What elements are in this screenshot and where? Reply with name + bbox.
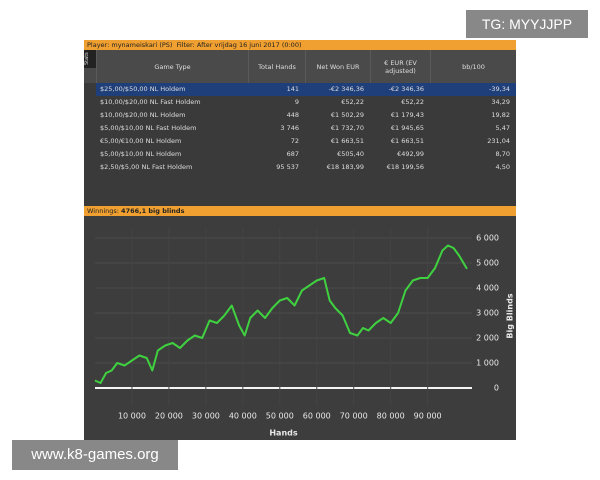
column-header[interactable]: Game Type <box>96 50 248 83</box>
table-cell: €5,00/€10,00 NL Holdem <box>100 137 182 145</box>
table-cell: $2,50/$5,00 NL Fast Holdem <box>100 163 193 171</box>
table-cell: 8,70 <box>495 150 510 158</box>
column-header[interactable]: bb/100 <box>430 50 516 83</box>
table-cell: -€2 346,36 <box>388 85 424 93</box>
table-cell: 19,82 <box>491 111 510 119</box>
table-cell: $5,00/$10,00 NL Holdem <box>100 150 182 158</box>
y-axis-label: Big Blinds <box>506 293 515 338</box>
column-header[interactable]: Net Won EUR <box>305 50 370 83</box>
x-tick-label: 80 000 <box>377 412 405 421</box>
x-tick-label: 60 000 <box>303 412 331 421</box>
y-tick-label: 3 000 <box>476 309 499 318</box>
x-tick-label: 50 000 <box>266 412 294 421</box>
table-cell: $10,00/$20,00 NL Holdem <box>100 111 186 119</box>
table-cell: -€2 346,36 <box>328 85 364 93</box>
player: Player: mynameiskari (PS) <box>87 41 173 49</box>
x-axis-label: Hands <box>269 429 298 438</box>
table-row[interactable]: $2,50/$5,00 NL Fast Holdem 95 537 €18 183,… <box>96 161 516 174</box>
table-cell: €1 502,29 <box>330 111 364 119</box>
chart-bg <box>84 216 516 440</box>
table-cell: €1 663,51 <box>390 137 424 145</box>
chart: 0 1 000 2 000 3 000 4 000 5 000 6 000 10 000 20 … <box>84 216 516 440</box>
x-tick-label: 40 000 <box>229 412 257 421</box>
table-cell: 95 537 <box>276 163 299 171</box>
y-tick-label: 4 000 <box>476 284 499 293</box>
table-cell: €52,22 <box>341 98 364 106</box>
y-tick-label: 0 <box>494 384 499 393</box>
y-tick-label: 5 000 <box>476 259 499 268</box>
table-cell: 3 746 <box>280 124 299 132</box>
column-header[interactable]: Total Hands <box>248 50 305 83</box>
winnings-value: 4766,1 big blinds <box>121 207 185 215</box>
filter: Filter: After vrijdag 16 juni 2017 (0:00… <box>176 41 302 49</box>
table-cell: €1 732,70 <box>330 124 364 132</box>
x-tick-label: 20 000 <box>155 412 183 421</box>
table-cell: -39,34 <box>489 85 510 93</box>
watermark: www.k8-games.org <box>12 440 178 470</box>
table-cell: 448 <box>286 111 299 119</box>
winnings-bar: Winnings: 4766,1 big blinds <box>84 206 516 216</box>
table-cell: 72 <box>290 137 299 145</box>
table-cell: $5,00/$10,00 NL Fast Holdem <box>100 124 197 132</box>
y-tick-label: 2 000 <box>476 334 499 343</box>
table-cell: €18 183,99 <box>326 163 364 171</box>
table-cell: €1 179,43 <box>390 111 424 119</box>
y-tick-label: 6 000 <box>476 234 499 243</box>
table-cell: €505,40 <box>337 150 364 158</box>
winnings-label: Winnings: <box>87 207 119 215</box>
table-cell: €52,22 <box>401 98 424 106</box>
table-cell: 9 <box>294 98 299 106</box>
table-cell: 231,04 <box>487 137 510 145</box>
table-row[interactable]: $10,00/$20,00 NL Fast Holdem 9 €52,22 €52,2… <box>96 96 516 109</box>
table-cell: 141 <box>286 85 299 93</box>
table-cell: 34,29 <box>491 98 510 106</box>
table-header: Stats Game Type Total Hands Net Won EUR € E… <box>84 50 516 83</box>
table-row[interactable]: $25,00/$50,00 NL Holdem 141 -€2 346,36 -€2 … <box>96 83 516 96</box>
table-row[interactable]: $5,00/$10,00 NL Holdem 687 €505,40 €492,99 8… <box>96 148 516 161</box>
filter-bar: Player: mynameiskari (PS) Filter: After … <box>84 40 516 50</box>
tracker-window: Player: mynameiskari (PS) Filter: After … <box>84 40 516 440</box>
stats-tab[interactable]: Stats <box>84 50 96 68</box>
table-row[interactable]: $10,00/$20,00 NL Holdem 448 €1 502,29 €1 17… <box>96 109 516 122</box>
x-tick-label: 10 000 <box>118 412 146 421</box>
watermark: TG: MYYJJPP <box>466 10 588 38</box>
table-cell: €1 945,65 <box>390 124 424 132</box>
table-row[interactable]: €5,00/€10,00 NL Holdem 72 €1 663,51 €1 663,… <box>96 135 516 148</box>
table-cell: $25,00/$50,00 NL Holdem <box>100 85 186 93</box>
table-cell: €1 663,51 <box>330 137 364 145</box>
table-cell: 687 <box>286 150 299 158</box>
x-tick-label: 90 000 <box>414 412 442 421</box>
table-cell: €18 199,56 <box>386 163 424 171</box>
x-tick-label: 70 000 <box>340 412 368 421</box>
column-header[interactable]: € EUR (EV adjusted) <box>370 50 430 83</box>
table-cell: 4,50 <box>495 163 510 171</box>
line-series <box>94 244 468 384</box>
table-cell: $10,00/$20,00 NL Fast Holdem <box>100 98 201 106</box>
table-cell: €492,99 <box>397 150 424 158</box>
table-row[interactable]: $5,00/$10,00 NL Fast Holdem 3 746 €1 732,7… <box>96 122 516 135</box>
y-tick-label: 1 000 <box>476 359 499 368</box>
x-tick-label: 30 000 <box>192 412 220 421</box>
table-cell: 5,47 <box>495 124 510 132</box>
